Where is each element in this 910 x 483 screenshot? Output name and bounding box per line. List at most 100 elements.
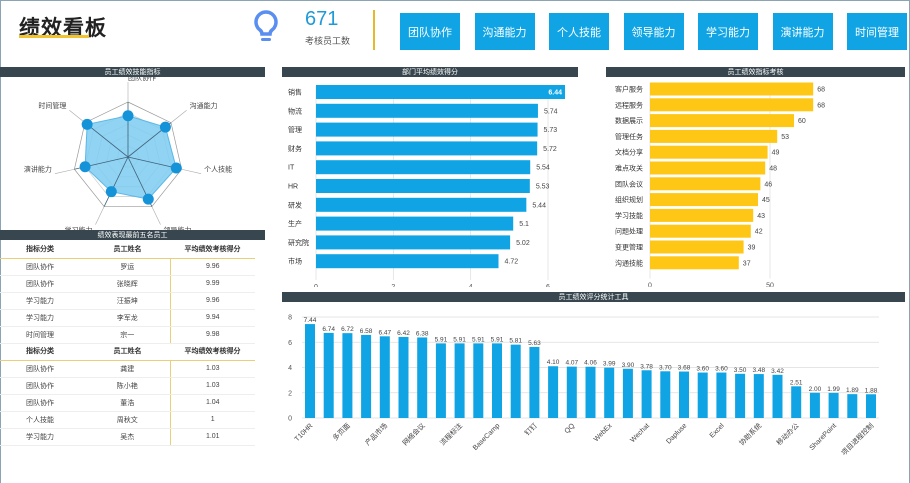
data-label: 1.99 <box>827 386 840 393</box>
data-label: 37 <box>743 260 751 267</box>
bar <box>305 324 315 418</box>
nav-button[interactable]: 演讲能力 <box>772 13 833 50</box>
nav-button[interactable]: 团队协作 <box>400 13 460 50</box>
table-row: 学习能力 李军龙 9.94 <box>0 309 255 327</box>
category-label: 学习技能 <box>615 211 643 220</box>
bar <box>492 343 502 418</box>
table-cell: 龚建 <box>85 360 170 378</box>
x-tick-label: 多页面 <box>331 421 352 442</box>
table-row: 学习能力 汪振坤 9.96 <box>0 292 255 310</box>
x-tick-label: 移动办公 <box>774 421 800 447</box>
bar <box>772 374 783 418</box>
table-cell: 9.94 <box>169 309 255 327</box>
bar <box>622 368 633 418</box>
bar <box>361 334 372 418</box>
data-label: 5.44 <box>532 202 546 209</box>
nav-button[interactable]: 沟通能力 <box>474 13 535 50</box>
data-label: 3.42 <box>771 368 784 375</box>
bar <box>316 179 530 193</box>
data-label: 3.70 <box>659 364 672 371</box>
table-cell: 团队协作 <box>0 377 85 395</box>
nav-button[interactable]: 时间管理 <box>847 13 907 50</box>
bar <box>548 366 559 418</box>
data-label: 60 <box>798 118 806 125</box>
category-label: 组织规划 <box>615 195 643 204</box>
data-label: 5.73 <box>544 127 558 134</box>
x-tick-label: 50 <box>766 283 774 287</box>
table-cell: 1.01 <box>169 428 255 446</box>
data-label: 48 <box>769 166 777 173</box>
radar-point <box>170 162 182 174</box>
data-label: 5.91 <box>435 336 448 343</box>
x-tick-label: 钉钉 <box>523 421 539 437</box>
data-label: 5.81 <box>509 338 522 345</box>
table-cell: 陈小艳 <box>85 377 170 395</box>
radar-axis-label: 个人技能 <box>204 165 232 174</box>
table-cell: 周秋文 <box>85 411 170 429</box>
data-label: 6.44 <box>548 90 562 97</box>
x-tick-label: T10HR <box>294 422 315 443</box>
bar <box>650 114 794 128</box>
data-label: 3.90 <box>622 362 635 369</box>
data-label: 6.42 <box>397 330 410 337</box>
bar <box>641 370 652 418</box>
x-tick-label: QQ <box>564 422 577 435</box>
category-label: 销售 <box>288 88 302 97</box>
bar <box>650 256 739 270</box>
table-row: 团队协作 董浩 1.04 <box>0 394 255 412</box>
data-label: 6.47 <box>378 329 391 336</box>
data-label: 5.02 <box>516 240 530 247</box>
data-label: 3.68 <box>678 365 691 372</box>
data-label: 68 <box>817 102 825 109</box>
bar <box>866 394 876 418</box>
data-label: 3.78 <box>640 363 653 370</box>
bar <box>529 346 540 418</box>
employee-count-label: 考核员工数 <box>305 36 351 46</box>
radar-axis <box>84 122 129 158</box>
radar-point <box>122 110 134 122</box>
y-tick-label: 6 <box>288 340 292 347</box>
data-label: 4.06 <box>584 360 597 367</box>
nav-button[interactable]: 个人技能 <box>549 13 609 50</box>
lightbulb-icon <box>254 10 278 41</box>
category-label: 财务 <box>288 144 302 153</box>
bar <box>398 336 409 418</box>
x-tick-label: 流程标注 <box>438 421 464 447</box>
table-cell: 汪振坤 <box>85 292 170 310</box>
radar-point <box>105 186 117 198</box>
radar-axis-label: 演讲能力 <box>24 165 52 174</box>
col-header: 指标分类 <box>0 241 85 259</box>
category-label: 客户服务 <box>615 85 643 94</box>
data-label: 43 <box>757 213 765 220</box>
table-cell: 李军龙 <box>85 309 170 327</box>
table-cell: 1.04 <box>169 394 255 412</box>
category-label: 问题处理 <box>615 227 643 236</box>
x-tick-label: 0 <box>648 283 652 287</box>
nav-button[interactable]: 学习能力 <box>698 13 758 50</box>
table-cell: 个人技能 <box>0 411 85 429</box>
table-cell: 9.96 <box>169 258 255 276</box>
bar <box>753 374 764 418</box>
radar-axis-label: 学习能力 <box>64 226 92 230</box>
data-label: 3.50 <box>734 367 747 374</box>
top-employees-table: 指标分类 员工姓名 平均绩效考核得分 团队协作 罗运 9.96 团队协作 张晓辉 9.99… <box>0 241 255 344</box>
radar-title: 员工绩效技能指标 <box>0 67 265 77</box>
bar <box>847 394 858 418</box>
table-row: 团队协作 陈小艳 1.03 <box>0 377 255 395</box>
col-header: 平均绩效考核得分 <box>170 241 255 259</box>
bar <box>316 254 499 269</box>
data-label: 4.07 <box>565 360 578 367</box>
bar <box>650 98 814 112</box>
radar-label-line <box>170 110 187 123</box>
nav-button[interactable]: 领导能力 <box>623 13 684 50</box>
bar <box>604 367 615 418</box>
radar-axis-label: 团队协作 <box>128 77 156 82</box>
x-tick-label: BaseCamp <box>472 422 502 452</box>
title-underline <box>19 35 89 38</box>
col-header: 员工姓名 <box>85 241 170 259</box>
y-tick-label: 0 <box>288 416 292 423</box>
category-label: 数据展示 <box>615 116 643 125</box>
data-label: 1.89 <box>846 387 859 394</box>
bar <box>316 122 538 137</box>
table-row: 团队协作 张晓辉 9.99 <box>0 275 255 293</box>
